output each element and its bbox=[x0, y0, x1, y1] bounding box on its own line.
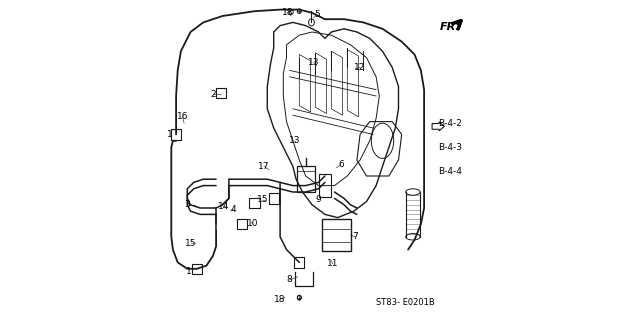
Text: 13: 13 bbox=[289, 136, 300, 145]
Text: 5: 5 bbox=[314, 10, 320, 19]
Text: 18: 18 bbox=[282, 8, 294, 17]
Text: FR.: FR. bbox=[440, 22, 460, 32]
Text: 6: 6 bbox=[338, 160, 344, 169]
Text: 1: 1 bbox=[186, 268, 192, 276]
Text: B-4-3: B-4-3 bbox=[438, 143, 462, 152]
Text: 13: 13 bbox=[308, 58, 319, 67]
Text: 4: 4 bbox=[231, 205, 236, 214]
Text: 12: 12 bbox=[354, 63, 366, 72]
Text: ST83- E0201B: ST83- E0201B bbox=[376, 298, 434, 307]
Text: 16: 16 bbox=[176, 112, 189, 121]
Text: 11: 11 bbox=[327, 260, 339, 268]
Text: B-4-2: B-4-2 bbox=[438, 119, 462, 128]
Text: 10: 10 bbox=[247, 220, 259, 228]
Text: 15: 15 bbox=[185, 239, 196, 248]
Text: 2: 2 bbox=[210, 90, 216, 99]
Bar bbox=[322, 219, 350, 251]
Text: B-4-4: B-4-4 bbox=[438, 167, 462, 176]
Text: 14: 14 bbox=[218, 202, 230, 211]
Text: 7: 7 bbox=[352, 232, 358, 241]
Text: 3: 3 bbox=[185, 200, 190, 209]
Bar bbox=[297, 166, 315, 192]
Text: 8: 8 bbox=[287, 276, 292, 284]
Bar bbox=[318, 174, 331, 197]
Text: 18: 18 bbox=[275, 295, 286, 304]
Text: 1: 1 bbox=[167, 130, 173, 139]
Text: 17: 17 bbox=[259, 162, 270, 171]
Text: 9: 9 bbox=[315, 196, 322, 204]
Text: 15: 15 bbox=[257, 196, 268, 204]
